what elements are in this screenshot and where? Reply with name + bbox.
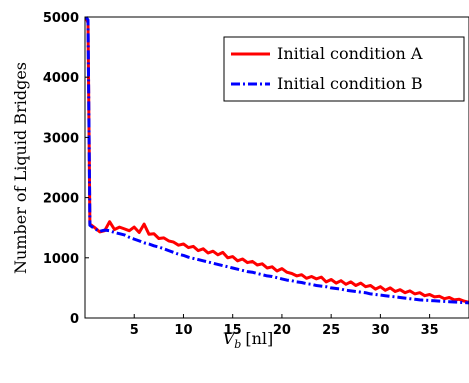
x-axis-variable: V (223, 329, 236, 348)
x-axis-unit: [nl] (245, 329, 273, 348)
x-tick-label: 25 (322, 323, 340, 338)
x-tick-label: 30 (371, 323, 389, 338)
x-axis-title: Vb [nl] (223, 329, 274, 351)
legend: Initial condition A Initial condition B (223, 36, 465, 102)
x-tick-label: 10 (174, 323, 192, 338)
x-axis-variable-subscript: b (234, 338, 241, 351)
y-tick-label: 4000 (43, 71, 79, 86)
y-tick-label: 2000 (43, 192, 79, 207)
legend-label-series-a: Initial condition A (277, 44, 423, 63)
y-tick-label: 1000 (43, 252, 79, 267)
y-tick-label: 5000 (43, 11, 79, 26)
x-tick-label: 35 (421, 323, 439, 338)
plot-frame (84, 16, 469, 319)
series-line-b (84, 16, 469, 305)
x-tick-label: 5 (130, 323, 139, 338)
series-line-a (84, 16, 469, 304)
legend-label-series-b: Initial condition B (277, 74, 423, 93)
series-layer (84, 16, 469, 305)
legend-box (223, 36, 465, 102)
x-tick-label: 15 (224, 323, 242, 338)
y-tick-label: 3000 (43, 131, 79, 146)
tick-layer: 5 10 15 20 25 30 35 0 1000 2000 3000 4000 5000 (43, 11, 439, 338)
y-axis-title: Number of Liquid Bridges (11, 62, 30, 274)
y-tick-label: 0 (70, 312, 79, 327)
x-tick-label: 20 (273, 323, 291, 338)
